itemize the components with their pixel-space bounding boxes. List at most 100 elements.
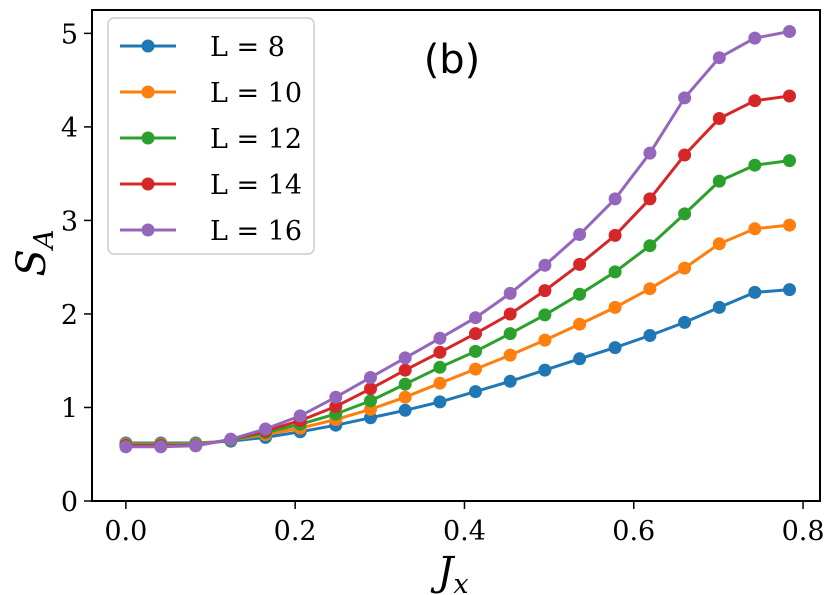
data-point xyxy=(398,363,412,377)
data-point xyxy=(469,311,482,325)
data-point xyxy=(573,228,587,241)
legend-marker xyxy=(141,39,155,53)
data-point xyxy=(573,352,587,366)
data-point xyxy=(364,371,377,384)
y-tick-label: 1 xyxy=(61,393,78,424)
data-point xyxy=(119,440,133,454)
data-point xyxy=(293,409,307,423)
data-point xyxy=(503,307,517,321)
data-point xyxy=(712,174,726,188)
x-tick-label: 0.6 xyxy=(612,516,655,547)
x-tick-label: 0.4 xyxy=(443,516,486,547)
data-point xyxy=(783,25,796,38)
data-point xyxy=(538,363,552,377)
data-point xyxy=(189,439,203,453)
data-point xyxy=(643,282,657,296)
data-point xyxy=(433,360,447,374)
x-axis-label-sub: x xyxy=(453,569,468,595)
data-point xyxy=(783,218,796,232)
data-point xyxy=(748,158,762,172)
data-point xyxy=(329,400,343,413)
x-axis-label: Jx xyxy=(430,549,468,595)
data-point xyxy=(678,315,692,329)
data-point xyxy=(748,285,762,299)
data-point xyxy=(678,261,692,275)
data-point xyxy=(433,345,447,359)
data-point xyxy=(433,331,447,345)
data-point xyxy=(783,89,796,103)
data-point xyxy=(608,300,622,314)
data-point xyxy=(538,284,552,298)
data-point xyxy=(712,112,726,125)
data-point xyxy=(538,258,552,272)
legend-marker xyxy=(141,85,155,99)
y-tick-label: 3 xyxy=(61,206,78,237)
data-point xyxy=(469,327,482,341)
data-point xyxy=(433,376,447,390)
y-axis-label-main: S xyxy=(9,249,55,276)
data-point xyxy=(712,300,726,314)
data-point xyxy=(643,239,657,253)
data-point xyxy=(503,286,517,300)
legend-box xyxy=(107,17,315,255)
data-point xyxy=(224,432,238,446)
data-point xyxy=(643,192,657,206)
data-point xyxy=(503,327,517,341)
axis-ticks: 0.0 0.2 0.4 0.6 0.8 0 1 2 3 4 5 xyxy=(61,19,825,547)
data-point xyxy=(469,385,482,399)
data-point xyxy=(608,228,622,242)
data-point xyxy=(643,329,657,342)
legend-label: L = 16 xyxy=(210,216,302,247)
plot-frame xyxy=(91,9,821,502)
data-point xyxy=(573,257,587,271)
data-point xyxy=(503,348,517,362)
data-point xyxy=(573,287,587,301)
y-tick-label: 2 xyxy=(61,300,78,331)
data-point xyxy=(398,377,412,391)
panel-annotation: (b) xyxy=(424,37,481,83)
data-point xyxy=(469,362,482,376)
legend-marker xyxy=(141,177,155,191)
data-point xyxy=(364,382,377,396)
series-line-0 xyxy=(125,288,790,445)
x-axis-label-main: J xyxy=(430,549,455,595)
legend: L = 8 L = 10 L = 12 L = 14 L = 16 xyxy=(107,17,315,255)
data-point xyxy=(259,422,272,436)
data-point xyxy=(608,341,622,355)
data-point xyxy=(678,148,692,162)
x-tick-label: 0.0 xyxy=(104,516,147,547)
x-tick-label: 0.2 xyxy=(274,516,317,547)
data-point xyxy=(748,31,762,45)
data-point xyxy=(398,351,412,365)
legend-label: L = 12 xyxy=(210,124,302,155)
data-point xyxy=(398,390,412,404)
data-point xyxy=(712,51,726,65)
legend-marker xyxy=(141,131,155,145)
legend-marker xyxy=(141,223,155,237)
data-point xyxy=(503,374,517,388)
data-point xyxy=(678,91,692,105)
series-line-1 xyxy=(125,223,790,446)
data-point xyxy=(608,192,622,206)
legend-label: L = 14 xyxy=(210,170,302,201)
plot-marks xyxy=(119,25,796,454)
data-point xyxy=(398,403,412,417)
legend-label: L = 8 xyxy=(210,32,285,63)
data-point xyxy=(469,344,482,358)
data-point xyxy=(154,440,168,454)
y-axis-label: SA xyxy=(9,230,60,277)
y-axis-label-sub: A xyxy=(29,230,60,253)
data-point xyxy=(712,237,726,251)
y-tick-label: 0 xyxy=(61,487,78,518)
data-point xyxy=(538,333,552,347)
data-point xyxy=(538,308,552,322)
data-point xyxy=(678,207,692,221)
data-point xyxy=(433,395,447,409)
data-point xyxy=(364,394,377,408)
data-point xyxy=(748,94,762,108)
data-point xyxy=(573,317,587,331)
data-point xyxy=(329,390,343,404)
data-point xyxy=(748,222,762,236)
y-tick-label: 5 xyxy=(61,19,78,50)
